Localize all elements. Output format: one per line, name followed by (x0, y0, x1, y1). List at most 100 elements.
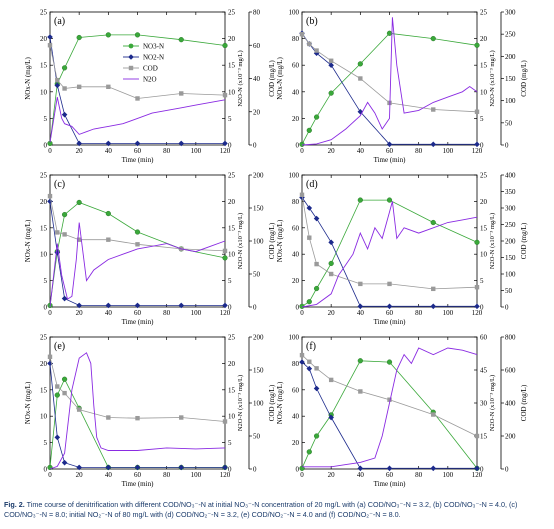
data-point-no2 (61, 111, 68, 118)
series-line-n2o (301, 17, 478, 146)
x-tick-label: 80 (163, 147, 171, 155)
data-point-cod (431, 286, 436, 292)
data-point-no2 (306, 205, 313, 211)
y-right2-tick-label: 100 (505, 271, 516, 279)
panel-label: (e) (54, 341, 65, 352)
x-axis-label: Time (min) (122, 156, 154, 164)
data-point-cod (387, 281, 392, 287)
series-line-n2o (49, 222, 226, 308)
data-point-no3 (134, 229, 141, 235)
y-right2-tick-label: 300 (505, 9, 516, 17)
data-point-no2 (313, 385, 320, 392)
x-tick-label: 100 (191, 147, 202, 155)
data-point-no2 (357, 303, 364, 310)
y-right1-tick-label: 30 (480, 400, 488, 408)
y-right1-tick-label: 0 (480, 304, 484, 312)
y-left-axis-label: NOx-N (mg/L) (276, 381, 284, 424)
data-point-no2 (134, 464, 141, 471)
data-point-no2 (76, 302, 82, 309)
y-right2-axis-label: COD (mg/L) (520, 60, 528, 97)
data-point-cod (222, 92, 228, 98)
data-point-no2 (134, 140, 141, 147)
data-point-cod (106, 237, 111, 242)
y-right1-tick-label: 5 (228, 439, 232, 447)
y-right1-tick-label: 25 (480, 9, 488, 17)
y-right1-tick-label: 0 (480, 466, 484, 474)
data-point-no3 (105, 210, 111, 217)
y-right2-tick-label: 50 (505, 287, 513, 295)
y-left-tick-label: 10 (40, 251, 48, 259)
data-point-cod (314, 48, 319, 53)
data-point-no3 (222, 42, 228, 49)
y-right2-tick-label: 150 (253, 205, 264, 213)
y-right2-tick-label: 0 (505, 142, 509, 150)
data-point-no3 (430, 35, 436, 42)
x-tick-label: 100 (443, 147, 454, 155)
y-left-tick-label: 10 (40, 413, 48, 421)
series-line-no2n (301, 197, 477, 307)
x-axis-label: Time (min) (374, 480, 406, 488)
y-right2-tick-label: 0 (505, 466, 509, 474)
data-point-no3 (178, 37, 184, 43)
data-point-no3 (54, 392, 60, 398)
data-point-cod (47, 193, 53, 199)
y-left-tick-label: 20 (40, 198, 48, 206)
x-tick-label: 100 (191, 471, 202, 479)
x-tick-label: 20 (328, 309, 336, 317)
x-tick-label: 120 (220, 147, 231, 155)
data-point-cod (76, 84, 82, 90)
y-right2-tick-label: 0 (505, 304, 509, 312)
data-point-cod (179, 91, 184, 96)
y-left-tick-label: 40 (292, 251, 300, 259)
caption-label: Fig. 2. (4, 500, 25, 509)
x-tick-label: 80 (415, 471, 423, 479)
data-point-no2 (222, 302, 228, 309)
y-right1-tick-label: 25 (228, 172, 236, 180)
y-left-tick-label: 20 (292, 277, 300, 285)
data-point-no3 (61, 212, 68, 218)
data-point-no2 (357, 465, 364, 472)
data-point-cod (62, 232, 67, 237)
data-point-no3 (430, 219, 436, 226)
x-tick-label: 40 (105, 471, 113, 479)
x-axis-label: Time (min) (122, 318, 154, 326)
x-tick-label: 0 (48, 309, 52, 317)
y-right2-tick-label: 80 (253, 9, 261, 17)
series-line-no3n (301, 360, 478, 469)
series-line-cod (301, 194, 478, 290)
series-line-no3n (301, 199, 478, 307)
data-point-no3 (357, 358, 363, 364)
data-point-no2 (328, 62, 334, 68)
data-point-no2 (54, 82, 61, 89)
data-point-cod (106, 84, 111, 90)
data-point-cod (328, 58, 334, 63)
y-right1-tick-label: 5 (480, 115, 484, 123)
caption-text: Time course of denitrification with diff… (4, 500, 518, 519)
x-tick-label: 60 (386, 471, 394, 479)
y-right2-tick-label: 200 (505, 53, 516, 61)
data-point-no2 (430, 465, 437, 472)
y-left-tick-label: 100 (289, 172, 300, 180)
x-tick-label: 0 (48, 471, 52, 479)
y-right2-tick-label: 150 (505, 75, 516, 83)
data-point-no3 (299, 141, 305, 147)
y-left-axis-label: NOx-N (mg/L) (24, 381, 32, 424)
y-left-tick-label: 60 (292, 62, 300, 70)
data-point-no3 (306, 449, 312, 455)
data-point-no3 (328, 260, 334, 267)
data-point-no2 (178, 302, 185, 309)
data-point-cod (307, 235, 312, 240)
y-right2-tick-label: 60 (253, 42, 261, 50)
x-tick-label: 100 (191, 309, 202, 317)
series-line-no2n (49, 201, 225, 306)
y-right1-tick-label: 25 (480, 172, 488, 180)
y-left-tick-label: 25 (40, 334, 48, 342)
data-point-cod (328, 271, 334, 277)
y-right1-tick-label: 25 (228, 334, 236, 342)
y-right1-tick-label: 20 (228, 360, 236, 368)
data-point-no2 (222, 464, 228, 471)
figure-caption: Fig. 2. Time course of denitrification w… (4, 500, 550, 519)
series-line-no3n (49, 202, 226, 306)
